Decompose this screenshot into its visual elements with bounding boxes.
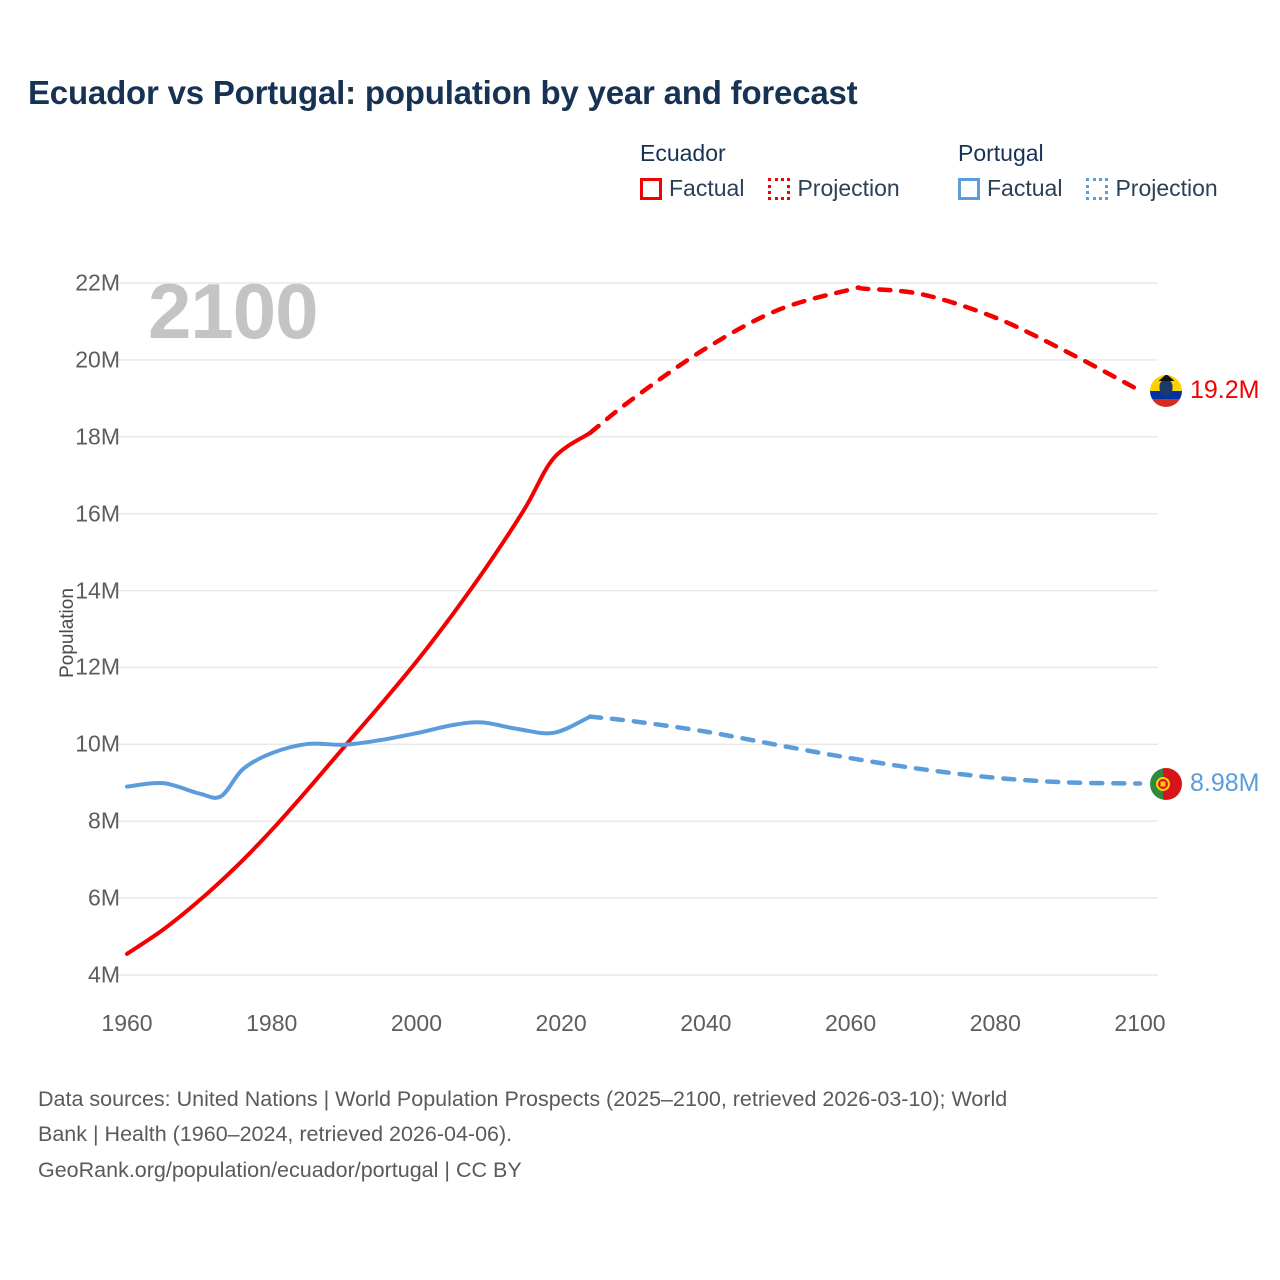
endpoint-portugal: 8.98M: [1150, 767, 1260, 800]
year-watermark: 2100: [148, 267, 319, 355]
legend-item-portugal-factual[interactable]: Factual: [958, 175, 1062, 202]
legend-group-title-ecuador: Ecuador: [640, 140, 726, 166]
legend-label-portugal-factual: Factual: [987, 175, 1063, 201]
chart-legend: Ecuador Factual Projection Portugal Fact…: [640, 140, 1260, 230]
y-tick-label: 6M: [88, 884, 120, 911]
y-tick-label: 16M: [75, 500, 120, 527]
y-tick-label: 22M: [75, 269, 120, 296]
legend-item-ecuador-factual[interactable]: Factual: [640, 175, 744, 202]
x-tick-label: 2000: [390, 1010, 443, 1036]
series-line-portugal-factual: [125, 714, 593, 800]
legend-label-portugal-projection: Projection: [1115, 175, 1218, 201]
legend-group-portugal: Portugal Factual Projection: [958, 140, 1218, 202]
legend-item-portugal-projection[interactable]: Projection: [1086, 175, 1218, 202]
endpoint-value-portugal: 8.98M: [1190, 769, 1260, 798]
y-tick-label: 4M: [88, 961, 120, 988]
endpoint-ecuador: 19.2M: [1150, 374, 1260, 407]
x-tick-label: 2040: [680, 1010, 732, 1036]
portugal-flag-icon: [1150, 767, 1182, 800]
x-tick-label: 1960: [101, 1010, 153, 1036]
legend-label-ecuador-factual: Factual: [669, 175, 745, 201]
x-tick-label: 1980: [246, 1010, 298, 1036]
y-tick-label: 20M: [75, 346, 120, 373]
legend-swatch-dotted-red-icon: [768, 177, 791, 200]
y-tick-label: 10M: [75, 730, 120, 757]
legend-swatch-solid-blue-icon: [958, 177, 980, 200]
x-tick-label: 2060: [824, 1010, 877, 1036]
footer-line-3[interactable]: GeoRank.org/population/ecuador/portugal …: [38, 1157, 522, 1182]
y-tick-label: 18M: [75, 423, 120, 450]
footer-sources: Data sources: United Nations | World Pop…: [38, 1083, 1238, 1187]
footer-line-1: Data sources: United Nations | World Pop…: [38, 1087, 1008, 1111]
y-tick-label: 8M: [88, 807, 120, 834]
y-axis-title: Population: [57, 588, 78, 678]
x-tick-label: 2080: [969, 1010, 1021, 1036]
legend-group-ecuador: Ecuador Factual Projection: [640, 140, 900, 202]
ecuador-flag-icon: [1150, 374, 1182, 407]
series-line-ecuador-projection: [587, 285, 1143, 436]
x-tick-label: 2020: [535, 1010, 587, 1036]
series-line-portugal-projection: [587, 714, 1143, 786]
legend-swatch-dotted-blue-icon: [1086, 177, 1109, 200]
endpoint-value-ecuador: 19.2M: [1190, 376, 1260, 405]
page-title: Ecuador vs Portugal: population by year …: [28, 74, 858, 111]
x-tick-label: 2100: [1114, 1010, 1166, 1036]
legend-label-ecuador-projection: Projection: [797, 175, 900, 201]
legend-group-title-portugal: Portugal: [958, 140, 1044, 166]
footer-line-2: Bank | Health (1960–2024, retrieved 2026…: [38, 1122, 513, 1147]
legend-item-ecuador-projection[interactable]: Projection: [768, 175, 900, 202]
legend-swatch-solid-red-icon: [640, 177, 662, 200]
series-line-ecuador-factual: [125, 430, 593, 956]
